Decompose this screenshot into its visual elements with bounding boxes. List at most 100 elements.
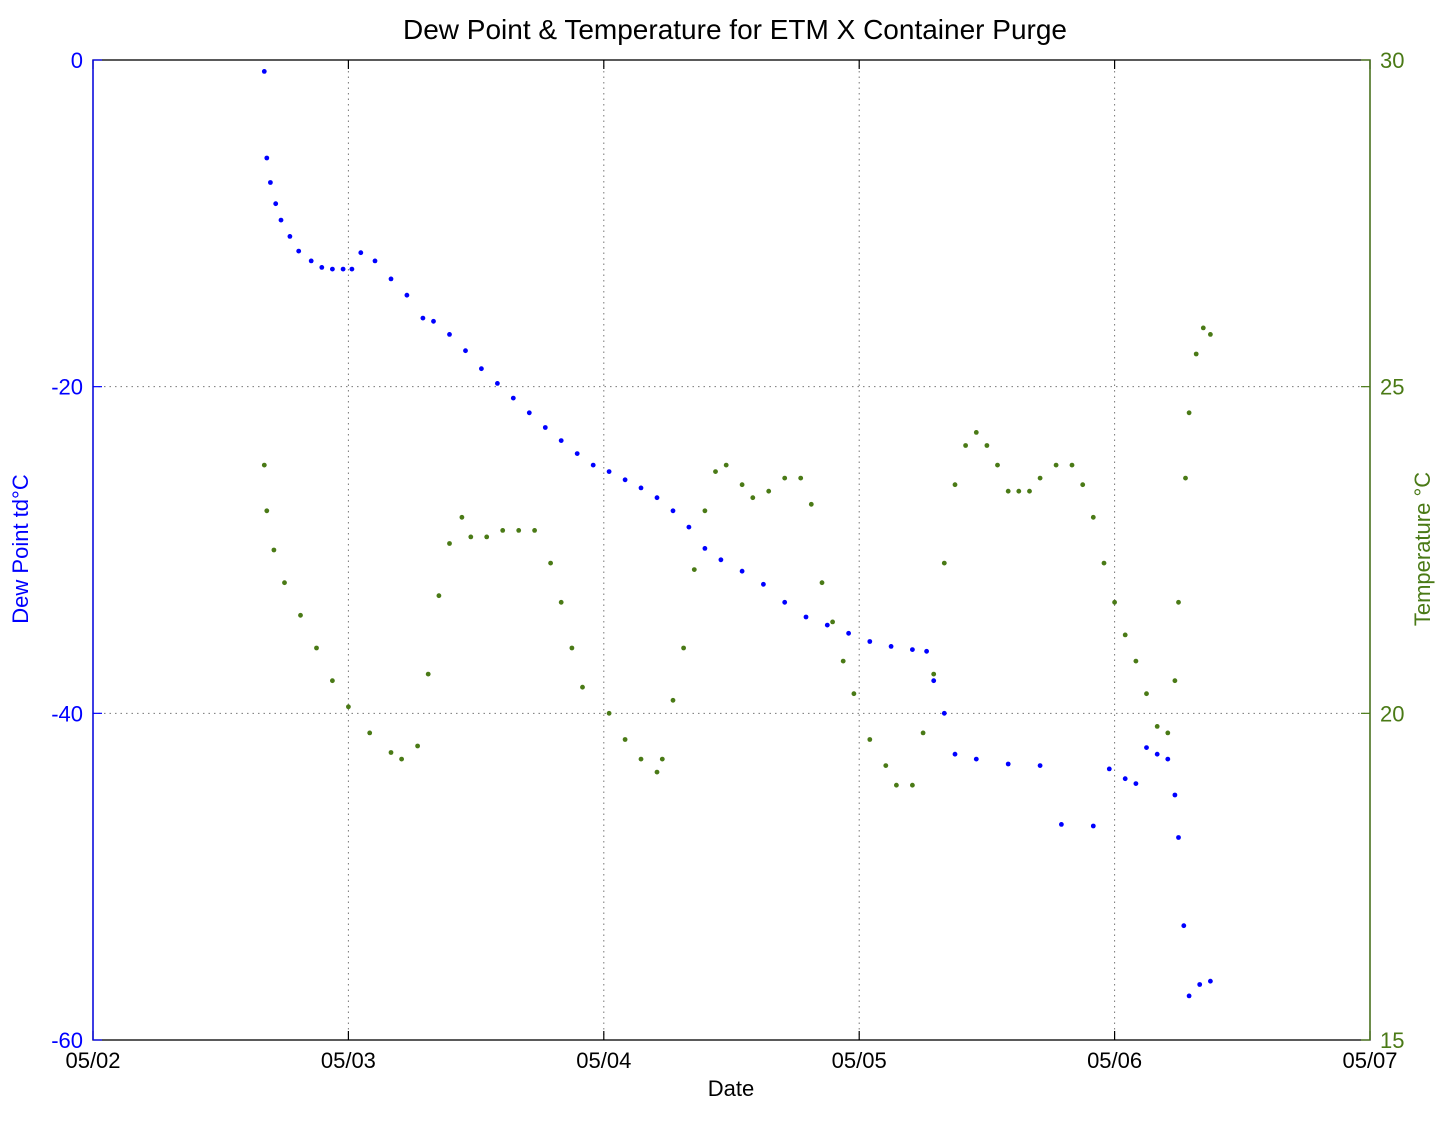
temperature-point (952, 482, 958, 488)
temperature-point (415, 743, 420, 749)
temperature-point (1193, 351, 1199, 357)
dew-point-point (526, 410, 532, 416)
dew-point-point (952, 751, 958, 757)
y-left-tick-label: -20 (51, 375, 83, 400)
dew-point-point (590, 462, 596, 468)
dew-point-point (1208, 978, 1213, 984)
temperature-point (1037, 475, 1043, 481)
dew-point-point (1154, 751, 1160, 757)
temperature-point (532, 528, 537, 533)
dew-point-point (296, 248, 302, 254)
temperature-point (1186, 410, 1192, 416)
x-axis-label: Date (708, 1076, 754, 1101)
temperature-point (723, 462, 729, 468)
dew-point-point (420, 315, 426, 321)
data-series (261, 69, 1213, 999)
dew-point-point (264, 155, 270, 161)
x-tick-label: 05/03 (321, 1048, 376, 1073)
dew-point-point (670, 508, 676, 514)
temperature-point (798, 475, 804, 481)
temperature-point (425, 671, 431, 677)
temperature-point (638, 756, 644, 762)
dew-point-point (1005, 761, 1011, 767)
dew-point-point (1165, 756, 1171, 762)
temperature-point (808, 501, 814, 507)
temperature-point (1183, 475, 1188, 481)
temperature-point (840, 658, 846, 664)
temperature-point (447, 541, 452, 546)
dew-point-point (803, 614, 809, 620)
temperature-point (1122, 632, 1128, 638)
dew-point-point (287, 234, 293, 239)
temperature-point (569, 645, 575, 651)
temperature-point (941, 560, 947, 566)
dew-point-point (268, 180, 273, 185)
temperature-point (670, 697, 676, 703)
dew-point-point (349, 266, 355, 272)
y-left-tick-label: 0 (71, 48, 83, 73)
dew-point-point (1181, 923, 1187, 929)
temperature-point (1133, 658, 1139, 664)
dew-point-point (1090, 823, 1096, 829)
dew-point-point (824, 622, 830, 628)
dew-point-point (1106, 766, 1112, 772)
dew-point-point (718, 557, 724, 563)
dew-point-point (1176, 835, 1181, 840)
y-right-tick-label: 15 (1380, 1028, 1404, 1053)
x-tick-label: 05/05 (832, 1048, 887, 1073)
dew-point-point (574, 451, 580, 456)
temperature-point (298, 612, 303, 618)
dew-point-point (973, 756, 979, 762)
temperature-point (388, 750, 394, 755)
temperature-point (282, 580, 287, 586)
chart-title: Dew Point & Temperature for ETM X Contai… (403, 14, 1067, 45)
temperature-point (1144, 691, 1149, 697)
y-right-tick-label: 25 (1380, 375, 1404, 400)
dew-point-point (638, 485, 644, 491)
dew-point-point (510, 395, 516, 401)
temperature-point (910, 782, 915, 788)
temperature-point (1165, 730, 1171, 736)
dew-point-point (340, 266, 346, 272)
dew-point-point (867, 639, 873, 644)
dew-point-point (622, 477, 628, 483)
dew-point-point (654, 495, 660, 501)
temperature-point (1005, 488, 1011, 494)
x-tick-label: 05/04 (576, 1048, 631, 1073)
temperature-point (963, 443, 968, 448)
dew-point-point (447, 332, 452, 337)
temperature-point (1027, 488, 1032, 494)
temperature-point (819, 580, 825, 586)
dew-point-point (1122, 776, 1128, 782)
temperature-point (702, 508, 708, 514)
dew-point-point (1197, 982, 1203, 987)
dew-point-point (1037, 763, 1043, 768)
temperature-point (580, 684, 585, 690)
temperature-point (973, 430, 979, 435)
temperature-point (659, 756, 665, 762)
dew-point-point (463, 348, 468, 354)
dew-point-point (308, 258, 314, 264)
temperature-point (867, 737, 873, 742)
dew-point-point (558, 438, 564, 443)
x-tick-label: 05/07 (1342, 1048, 1397, 1073)
temperature-point (558, 599, 564, 605)
dew-point-point (1186, 993, 1192, 999)
temperature-point (1172, 678, 1178, 684)
dew-point-point (1144, 745, 1149, 750)
dew-point-point (278, 217, 284, 223)
y-axis-right-label: Temperature °C (1410, 472, 1435, 626)
dew-point-point (846, 630, 851, 636)
temperature-point (1090, 514, 1096, 520)
temperature-point (1112, 599, 1117, 605)
temperature-point (330, 678, 335, 684)
temperature-point (271, 547, 277, 553)
dew-point-point (479, 366, 484, 372)
temperature-point (367, 730, 373, 736)
temperature-point (851, 691, 857, 697)
temperature-point (984, 443, 990, 448)
temperature-point (468, 534, 474, 540)
y-left-tick-label: -40 (51, 701, 83, 726)
